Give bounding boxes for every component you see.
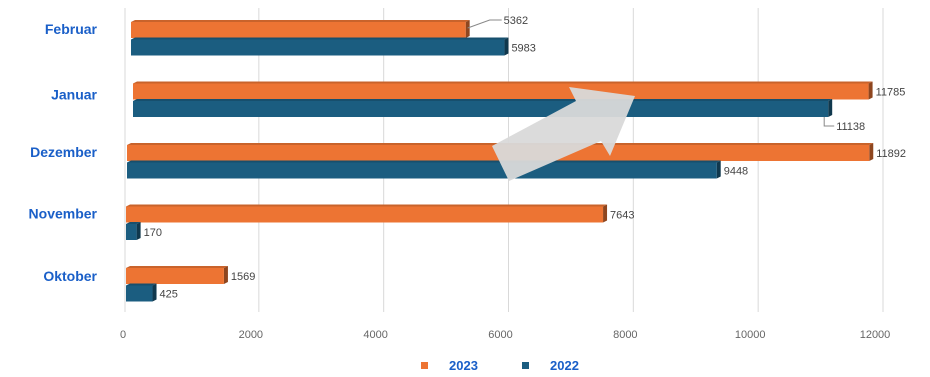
leader-line <box>823 117 835 127</box>
data-label: 5362 <box>504 15 528 27</box>
category-label: Februar <box>45 21 98 37</box>
x-tick-label: 10000 <box>735 329 766 341</box>
x-tick-label: 2000 <box>239 329 263 341</box>
x-tick-label: 4000 <box>363 329 387 341</box>
category-labels: Februar Januar Dezember November Oktober <box>29 21 98 284</box>
bar-2022-dezember <box>127 160 721 179</box>
data-label: 170 <box>144 227 162 239</box>
leader-line <box>467 19 502 29</box>
bar-2022-november <box>126 222 141 240</box>
category-label: Dezember <box>30 144 97 160</box>
data-label: 7643 <box>610 210 634 222</box>
x-axis-ticks: 0 2000 4000 6000 8000 10000 12000 <box>120 329 890 341</box>
x-tick-label: 8000 <box>613 329 637 341</box>
category-label: November <box>29 206 98 222</box>
svg-text:2022: 2022 <box>550 358 579 373</box>
data-label: 11138 <box>836 121 865 133</box>
x-tick-label: 0 <box>120 329 126 341</box>
bar-2023-januar <box>133 81 873 100</box>
svg-text:2023: 2023 <box>449 358 478 373</box>
bar-2023-oktober <box>126 266 228 284</box>
data-label: 9448 <box>724 166 748 178</box>
bar-2022-februar <box>131 37 509 56</box>
bar-2023-februar <box>131 20 470 38</box>
trend-arrow-icon <box>492 87 635 181</box>
data-label: 11785 <box>876 87 906 99</box>
legend-item-2022: 2022 <box>522 358 579 373</box>
legend-item-2023: 2023 <box>421 358 478 373</box>
legend: 2023 2022 <box>421 358 579 373</box>
category-label: Oktober <box>43 268 97 284</box>
data-label: 11892 <box>876 148 906 160</box>
data-label: 5983 <box>511 43 535 55</box>
category-label: Januar <box>51 87 97 103</box>
data-labels: 5362 5983 11785 11138 11892 9448 7643 170 1569 42… <box>144 15 906 301</box>
data-label: 425 <box>160 289 178 301</box>
x-tick-label: 6000 <box>488 329 512 341</box>
bar-2022-oktober <box>126 283 157 302</box>
x-tick-label: 12000 <box>860 329 891 341</box>
bar-2023-november <box>126 204 608 223</box>
data-label: 1569 <box>231 271 255 283</box>
bar-2022-januar <box>133 99 833 117</box>
